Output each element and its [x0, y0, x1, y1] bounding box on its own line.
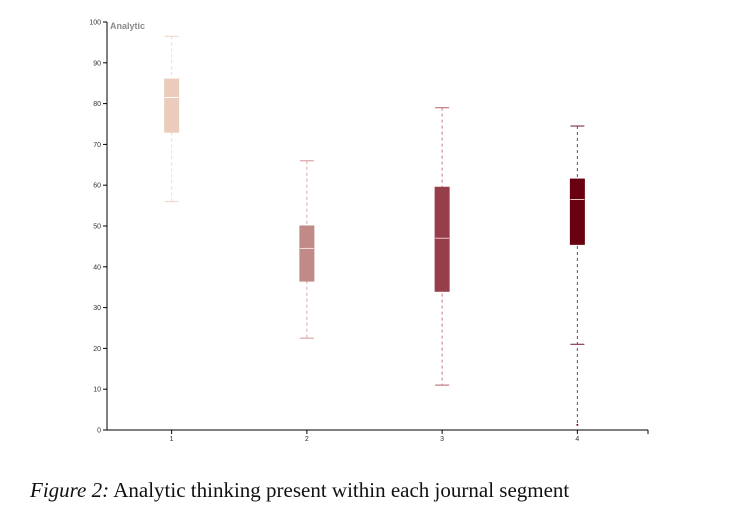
y-tick-label: 100 [89, 20, 101, 27]
figure-caption-text: Analytic thinking present within each jo… [109, 478, 570, 502]
box-group [164, 35, 180, 203]
x-tick-label: 2 [305, 436, 309, 443]
y-tick-label: 70 [93, 142, 101, 149]
y-tick-label: 60 [93, 183, 101, 190]
x-tick-label: 4 [575, 436, 579, 443]
y-tick-label: 0 [97, 428, 101, 435]
x-tick-label: 1 [170, 436, 174, 443]
y-tick-label: 20 [93, 346, 101, 353]
box-group [434, 107, 450, 386]
y-tick-label: 80 [93, 101, 101, 108]
box-iqr [164, 78, 180, 133]
x-tick-label: 3 [440, 436, 444, 443]
box-iqr [299, 225, 315, 282]
y-tick-label: 90 [93, 60, 101, 67]
y-tick-label: 10 [93, 387, 101, 394]
box-series [164, 35, 585, 426]
figure-label: Figure 2: [30, 478, 110, 502]
box-iqr [434, 186, 450, 292]
box-group [299, 160, 315, 339]
figure-caption: Figure 2: Analytic thinking present with… [30, 478, 569, 503]
y-tick-label: 40 [93, 264, 101, 271]
box-plot-chart: 0 10 20 30 40 50 60 70 80 90 100 1 2 3 4 Analytic [89, 20, 649, 443]
box-group [569, 125, 585, 426]
y-tick-label: 50 [93, 224, 101, 231]
box-iqr [569, 178, 585, 245]
y-tick-label: 30 [93, 305, 101, 312]
y-axis-label: Analytic [110, 21, 145, 31]
axes: 0 10 20 30 40 50 60 70 80 90 100 1 2 3 4 [89, 20, 649, 443]
outlier-point [576, 423, 579, 426]
